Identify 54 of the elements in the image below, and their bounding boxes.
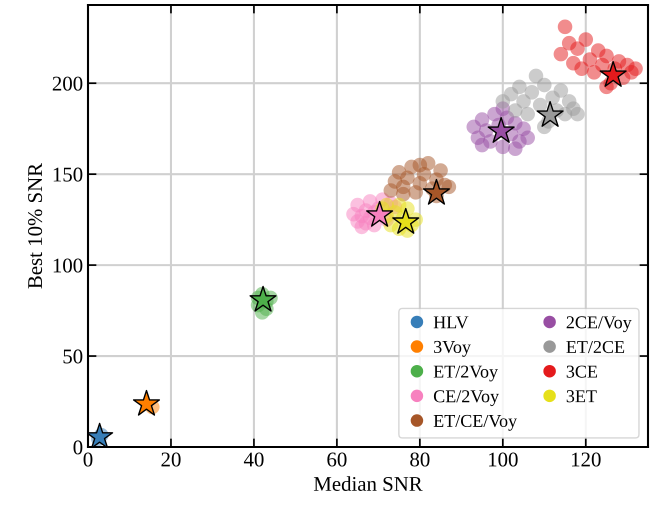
point — [574, 61, 589, 76]
point — [358, 216, 374, 231]
point — [422, 178, 450, 205]
legend-label: ET/2Voy — [434, 366, 498, 382]
point — [412, 158, 428, 172]
point — [520, 106, 535, 122]
point — [488, 117, 515, 143]
x-tick-label: 80 — [410, 452, 430, 467]
point — [554, 83, 568, 98]
point — [558, 20, 572, 34]
point — [392, 208, 420, 234]
legend-label: ET/CE/Voy — [434, 414, 518, 431]
y-tick-label: 200 — [52, 76, 82, 91]
point — [570, 41, 585, 56]
legend-label: CE/2Voy — [434, 390, 499, 406]
x-tick-label: 0 — [84, 452, 92, 467]
x-tick-label: 120 — [572, 452, 601, 467]
point — [628, 61, 643, 76]
point — [520, 130, 535, 146]
legend-label: ET/2CE — [566, 340, 624, 354]
x-tick-label: 40 — [244, 452, 264, 467]
point — [524, 85, 540, 100]
y-tick-label: 100 — [54, 258, 82, 273]
point — [599, 48, 614, 64]
legend-label: 3CE — [566, 366, 598, 378]
point — [496, 140, 510, 154]
x-tick-label: 20 — [161, 452, 181, 467]
legend-label: 2CE/Voy — [566, 316, 632, 332]
point — [532, 98, 548, 112]
legend-label: 3Voy — [434, 340, 471, 357]
point — [508, 141, 523, 156]
point — [512, 80, 527, 94]
y-axis-title: Best 10% SNR — [28, 162, 42, 288]
point — [366, 200, 394, 227]
legend-label: 3ET — [566, 390, 597, 402]
point — [554, 46, 568, 62]
x-tick-label: 100 — [489, 452, 518, 467]
point — [433, 163, 448, 178]
point — [570, 106, 585, 122]
point — [537, 78, 552, 92]
point — [392, 198, 406, 212]
y-tick-label: 150 — [54, 168, 82, 182]
point — [249, 286, 277, 312]
point — [132, 390, 160, 416]
y-tick-label: 0 — [74, 440, 82, 454]
point — [600, 60, 627, 87]
x-axis-title: Median SNR — [314, 476, 423, 491]
y-tick-label: 50 — [64, 349, 82, 364]
legend-label: HLV — [434, 316, 468, 329]
point — [474, 138, 490, 152]
point — [528, 68, 544, 84]
point — [536, 100, 564, 127]
point — [578, 32, 594, 47]
x-tick-label: 60 — [327, 452, 347, 467]
